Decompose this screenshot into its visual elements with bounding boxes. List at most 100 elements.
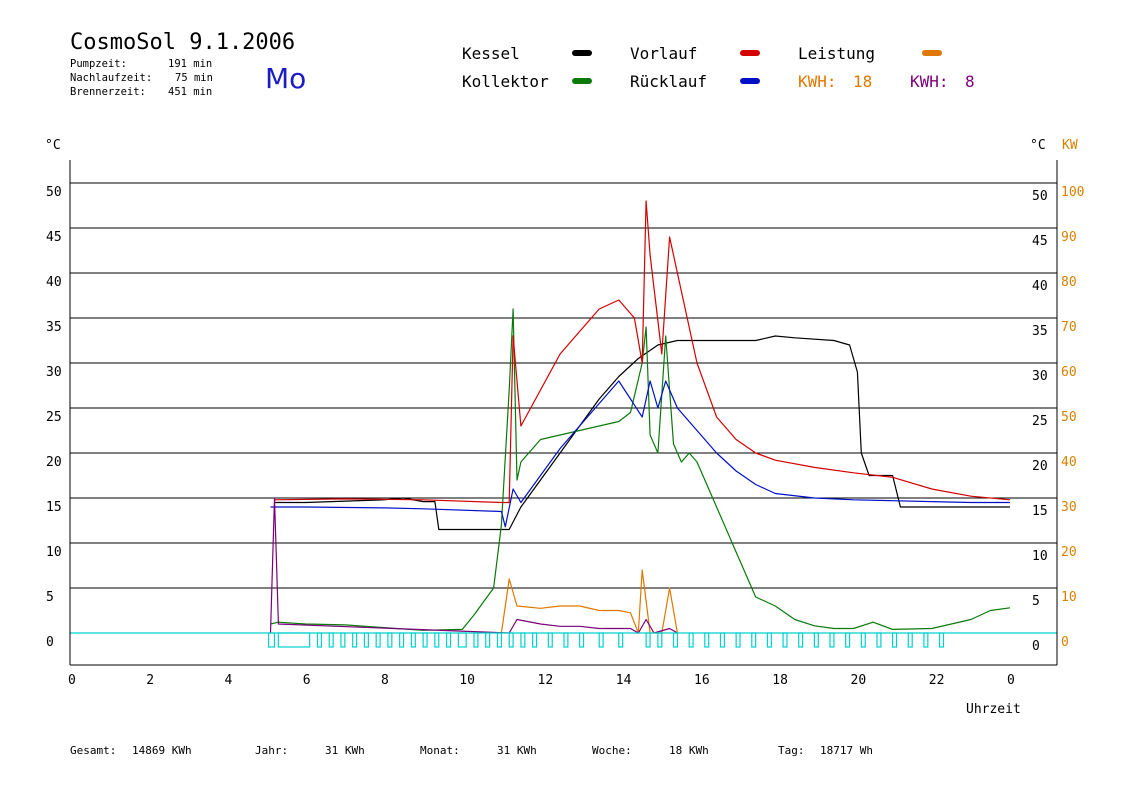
pump-active-box xyxy=(672,632,679,648)
y2-tick-label-kw: 10 xyxy=(1061,590,1077,605)
pump-active-box xyxy=(520,632,526,648)
x-tick-label: 6 xyxy=(303,673,311,688)
y2-tick-label-kw: 60 xyxy=(1061,365,1077,380)
pump-active-box xyxy=(907,632,913,648)
y-tick-label-right: 35 xyxy=(1032,324,1048,339)
y2-tick-label-kw: 80 xyxy=(1061,275,1077,290)
y-tick-label-right: 45 xyxy=(1032,234,1048,249)
y-tick-label-left: 40 xyxy=(46,275,62,290)
series-line-vorlauf xyxy=(274,200,1011,504)
legend-leistung-label: Leistung xyxy=(798,44,876,63)
pump-active-box xyxy=(923,632,929,648)
legend-leistung-swatch xyxy=(922,50,942,56)
legend-kessel-swatch xyxy=(572,50,592,56)
footer-year-value: 31 KWh xyxy=(325,744,365,757)
series-line-r-cklauf xyxy=(270,380,1010,528)
series-line-kollektor xyxy=(270,308,1011,631)
pump-active-box xyxy=(618,632,624,648)
y2-tick-label-kw: 100 xyxy=(1061,185,1084,200)
legend-ruecklauf-label: Rücklauf xyxy=(630,72,708,91)
pump-active-box xyxy=(422,632,428,648)
pump-active-box xyxy=(340,632,346,648)
pump-active-box xyxy=(798,632,804,648)
pump-active-box xyxy=(446,632,452,648)
y-tick-label-left: 10 xyxy=(46,545,62,560)
run-on-time-value: 75 min xyxy=(175,72,213,84)
x-tick-label: 12 xyxy=(538,673,554,688)
pump-active-box xyxy=(399,632,405,648)
pump-active-box xyxy=(688,632,694,648)
footer-week-label: Woche: xyxy=(592,744,632,757)
y-tick-label-right: 0 xyxy=(1032,639,1040,654)
burner-time-label: Brennerzeit: xyxy=(70,86,146,98)
pump-active-box xyxy=(657,632,663,648)
pump-active-box xyxy=(508,632,514,648)
y-tick-label-left: 5 xyxy=(46,590,54,605)
pump-active-box xyxy=(751,632,757,648)
footer-month-label: Monat: xyxy=(420,744,460,757)
footer-total-label: Gesamt: xyxy=(70,744,117,757)
legend-kessel-label: Kessel xyxy=(462,44,520,63)
legend-kwh2-label: KWH: xyxy=(910,72,949,91)
pump-active-box xyxy=(434,632,440,648)
legend-kwh1-value: 18 xyxy=(853,72,873,91)
y2-tick-label-kw: 90 xyxy=(1061,230,1077,245)
right-axis-unit-kw: KW xyxy=(1062,138,1078,153)
y2-tick-label-kw: 20 xyxy=(1061,545,1077,560)
pump-active-box xyxy=(277,632,311,648)
pump-active-box xyxy=(485,632,491,648)
pump-active-box xyxy=(316,632,322,648)
legend-vorlauf-swatch xyxy=(740,50,760,56)
y-tick-label-right: 5 xyxy=(1032,594,1040,609)
y-tick-label-right: 10 xyxy=(1032,549,1048,564)
pump-active-box xyxy=(938,632,945,648)
legend-vorlauf-label: Vorlauf xyxy=(630,44,698,63)
y-tick-label-right: 30 xyxy=(1032,369,1048,384)
y-tick-label-right: 40 xyxy=(1032,279,1048,294)
x-tick-label: 18 xyxy=(772,673,788,688)
legend-kollektor-swatch xyxy=(572,78,592,84)
x-tick-label: 22 xyxy=(929,673,945,688)
x-tick-label: 10 xyxy=(459,673,475,688)
pump-active-box xyxy=(473,632,479,648)
footer-total-value: 14869 KWh xyxy=(132,744,192,757)
y2-tick-label-kw: 50 xyxy=(1061,410,1077,425)
pump-active-box xyxy=(579,632,585,648)
pump-active-box xyxy=(410,632,416,648)
pump-active-box xyxy=(704,632,710,648)
footer-week-value: 18 KWh xyxy=(669,744,709,757)
pump-active-box xyxy=(845,632,851,648)
pump-active-box xyxy=(363,632,369,648)
pump-active-box xyxy=(719,632,725,648)
pump-active-box xyxy=(598,632,604,648)
y-tick-label-right: 20 xyxy=(1032,459,1048,474)
y-tick-label-left: 0 xyxy=(46,635,54,650)
legend-kwh1-label: KWH: xyxy=(798,72,837,91)
pump-active-box xyxy=(645,632,651,648)
left-axis-unit: °C xyxy=(45,138,61,153)
x-tick-label: 0 xyxy=(68,673,76,688)
y-tick-label-left: 50 xyxy=(46,185,62,200)
y-tick-label-left: 35 xyxy=(46,320,62,335)
x-axis-label: Uhrzeit xyxy=(966,702,1021,717)
y-tick-label-left: 30 xyxy=(46,365,62,380)
run-on-time-label: Nachlaufzeit: xyxy=(70,72,153,84)
pump-active-box xyxy=(766,632,772,648)
x-tick-label: 14 xyxy=(616,673,632,688)
pump-active-box xyxy=(352,632,358,648)
y-tick-label-left: 25 xyxy=(46,410,62,425)
chart-title: CosmoSol 9.1.2006 xyxy=(70,30,296,55)
legend-kwh2-value: 8 xyxy=(965,72,975,91)
burner-time-value: 451 min xyxy=(168,86,213,98)
series-line-leistung xyxy=(500,569,678,634)
pump-active-box xyxy=(532,632,538,648)
pump-active-box xyxy=(387,632,393,648)
pump-active-box xyxy=(375,632,381,648)
x-tick-label: 20 xyxy=(851,673,867,688)
pump-time-value: 191 min xyxy=(168,58,213,70)
pump-active-box xyxy=(735,632,741,648)
pump-active-box xyxy=(267,632,276,648)
y-tick-label-right: 15 xyxy=(1032,504,1048,519)
legend-ruecklauf-swatch xyxy=(740,78,760,84)
